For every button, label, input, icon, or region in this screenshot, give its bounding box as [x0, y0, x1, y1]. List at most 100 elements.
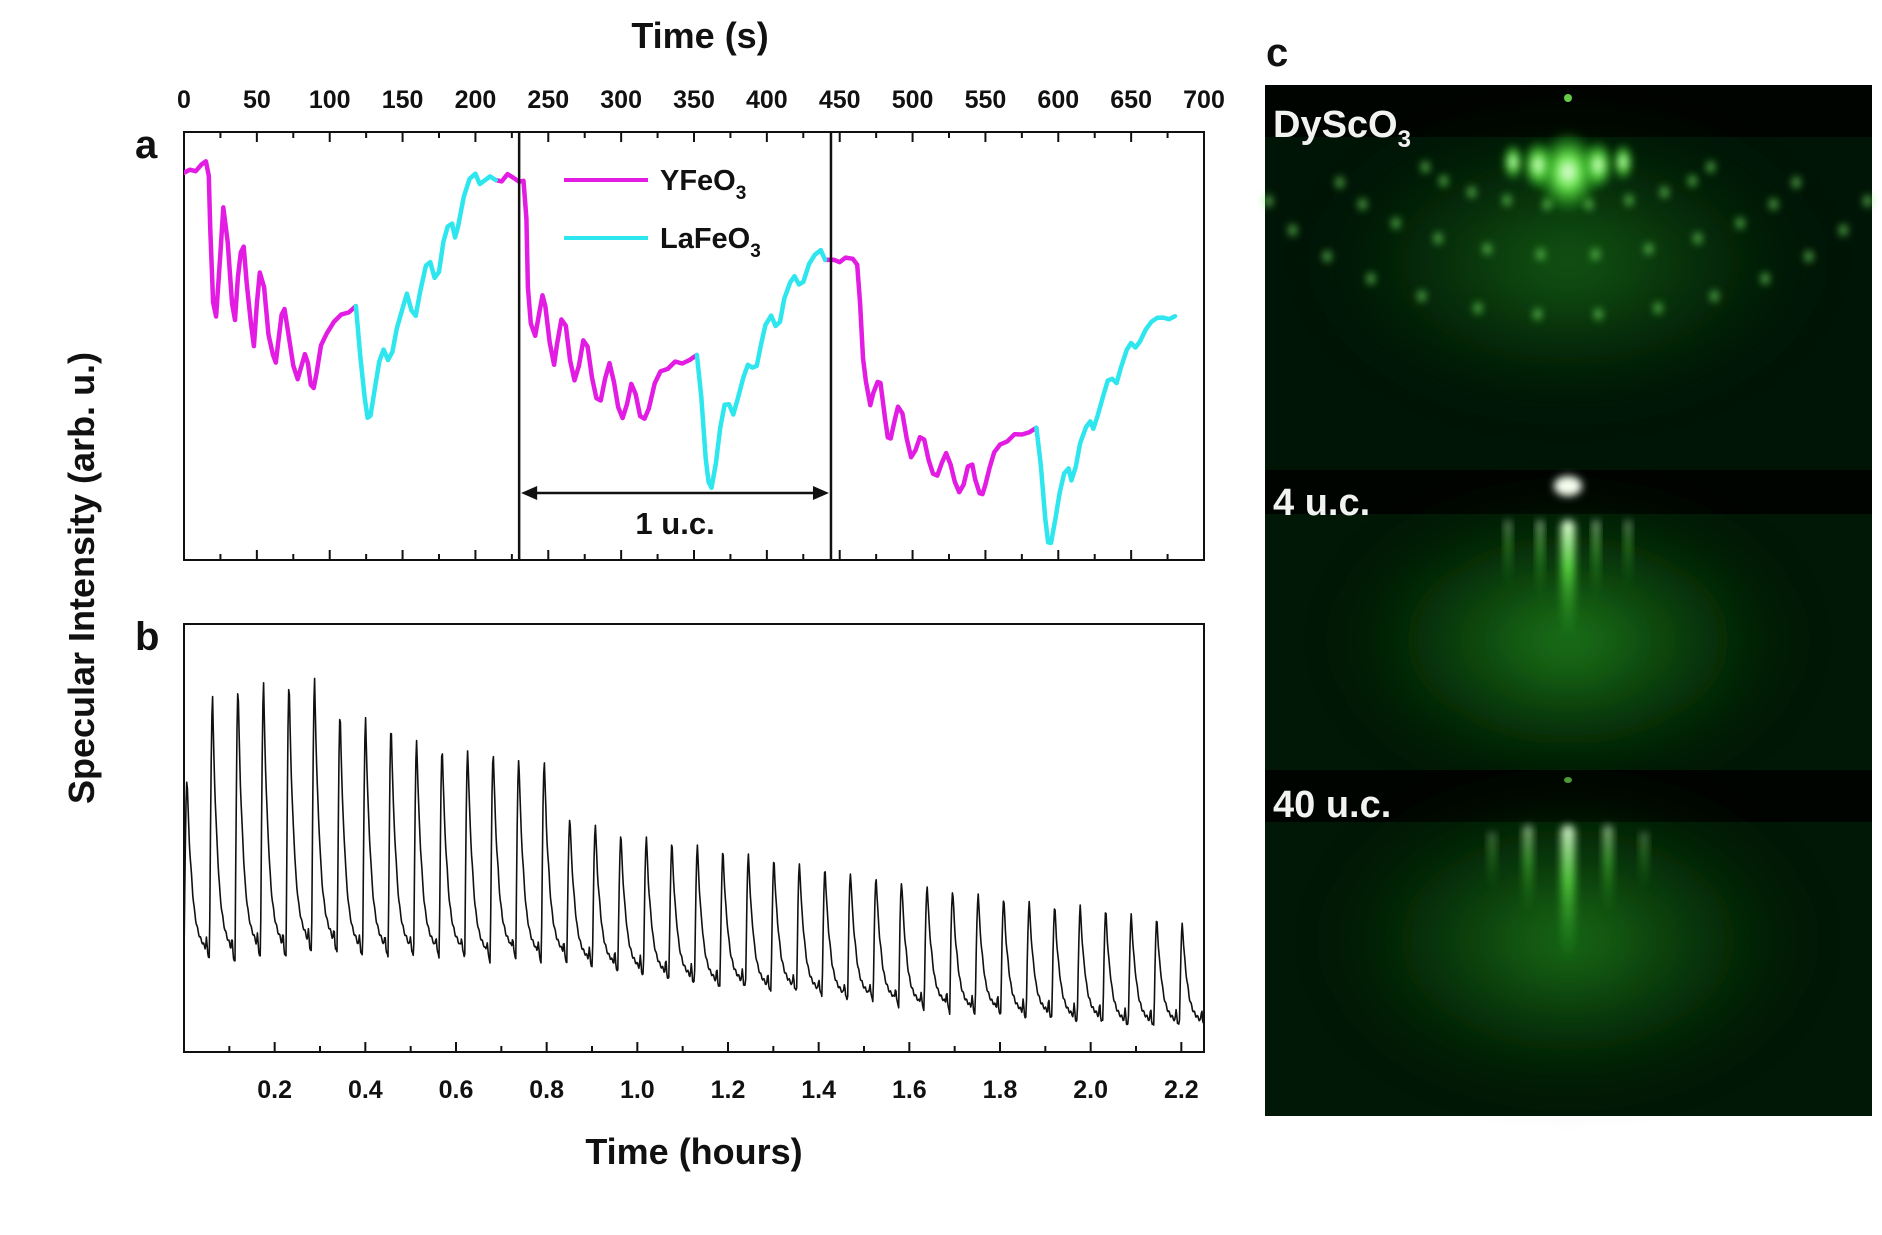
arrow-left-head	[521, 486, 538, 500]
panel-b-trace	[184, 677, 1204, 1026]
diffraction-spot	[1652, 300, 1665, 317]
series-line-lafeo3	[353, 171, 499, 421]
diffraction-streak	[1523, 825, 1533, 915]
legend-label-yfeo3: YFeO3	[660, 165, 746, 204]
diffraction-streak	[1561, 520, 1575, 640]
diffraction-spot	[1686, 172, 1699, 189]
diffraction-spot	[1704, 159, 1717, 175]
diffraction-spot	[1389, 215, 1402, 232]
diffraction-spot	[1767, 196, 1780, 213]
diffraction-spot	[1589, 246, 1602, 263]
panel-b-x-axis-title: Time (hours)	[585, 1131, 802, 1172]
series-line-lafeo3	[1034, 313, 1178, 546]
x-tick-label: 100	[309, 86, 351, 114]
panel-b-tick-labels: 0.2 0.4 0.6 0.8 1.0 1.2 1.4 1.6 1.8 2.0 2.2	[257, 1076, 1198, 1104]
rheed-diffraction-streaks	[1504, 476, 1632, 640]
x-tick-label: 1.0	[620, 1076, 655, 1104]
x-tick-label: 0.6	[439, 1076, 474, 1104]
diffraction-streak	[1640, 832, 1648, 892]
diffraction-spot	[1612, 142, 1634, 182]
rheed-image-dyscoo3: DyScO3	[1262, 85, 1874, 470]
diffraction-spot	[1759, 270, 1772, 287]
series-line-yfeo3	[493, 171, 700, 421]
diffraction-spot	[1415, 288, 1428, 305]
diffraction-spot	[1734, 215, 1747, 232]
x-tick-label: 0.4	[348, 1076, 383, 1104]
diffraction-streak	[1603, 825, 1613, 915]
x-tick-label: 650	[1110, 86, 1152, 114]
diffraction-spot	[1837, 222, 1850, 239]
diffraction-spot	[1581, 139, 1615, 191]
diffraction-spot	[1364, 270, 1377, 287]
diffraction-spot	[1691, 230, 1704, 247]
diffraction-spot	[1471, 300, 1484, 317]
diffraction-spot	[1432, 230, 1445, 247]
diffraction-spot	[1521, 139, 1555, 191]
panel-b-plot-frame	[183, 623, 1205, 1053]
x-tick-label: 50	[243, 86, 271, 114]
x-tick-label: 2.0	[1073, 1076, 1108, 1104]
diffraction-spot	[1564, 777, 1572, 783]
x-tick-label: 250	[527, 86, 569, 114]
x-tick-label: 1.6	[892, 1076, 927, 1104]
rheed-diffraction-spots	[1262, 94, 1874, 323]
diffraction-spot	[1262, 193, 1275, 209]
diffraction-streak	[1488, 832, 1496, 892]
unit-cell-label: 1 u.c.	[635, 506, 714, 541]
diffraction-spot	[1564, 94, 1572, 102]
diffraction-spot	[1802, 248, 1815, 265]
legend-label-lafeo3: LaFeO3	[660, 223, 761, 262]
diffraction-spot	[1437, 172, 1450, 189]
diffraction-spot	[1419, 159, 1432, 175]
x-tick-label: 0.2	[257, 1076, 292, 1104]
rheed-label-dyscoo3: DyScO3	[1273, 104, 1411, 153]
rheed-label-40uc: 40 u.c.	[1273, 784, 1391, 826]
diffraction-spot	[1861, 193, 1874, 209]
panel-c: c DyScO3 4 u.c. 40 u.c.	[1262, 31, 1874, 1116]
arrow-right-head	[812, 486, 829, 500]
series-line-yfeo3	[822, 255, 1039, 497]
panel-a-x-axis-title: Time (s)	[631, 15, 768, 56]
rheed-image-4uc: 4 u.c.	[1265, 470, 1872, 790]
diffraction-streak	[1561, 825, 1575, 965]
x-tick-label: 700	[1183, 86, 1225, 114]
diffraction-streak	[1592, 520, 1600, 600]
specular-spot	[1554, 476, 1582, 496]
x-tick-label: 450	[819, 86, 861, 114]
x-tick-label: 500	[892, 86, 934, 114]
x-tick-label: 350	[673, 86, 715, 114]
panel-b-ticks	[228, 1042, 1183, 1052]
diffraction-spot	[1481, 240, 1494, 257]
panel-a-series	[184, 159, 1178, 546]
panel-a-unit-cell-markers	[517, 132, 833, 560]
diffraction-spot	[1790, 174, 1803, 191]
x-tick-label: 0	[177, 86, 191, 114]
diffraction-spot	[1535, 130, 1601, 214]
rheed-label-4uc: 4 u.c.	[1273, 482, 1370, 524]
x-tick-label: 400	[746, 86, 788, 114]
legend: YFeO3 LaFeO3	[564, 165, 761, 262]
rheed-image-40uc: 40 u.c.	[1265, 770, 1872, 1116]
x-tick-label: 200	[455, 86, 497, 114]
x-tick-label: 600	[1037, 86, 1079, 114]
diffraction-streak	[1536, 520, 1544, 600]
diffraction-spot	[1286, 222, 1299, 239]
diffraction-spot	[1541, 196, 1554, 213]
diffraction-spot	[1531, 306, 1544, 323]
diffraction-spot	[1658, 184, 1671, 201]
panel-a: a Time (s) 0 50 100 150 200 250 300 350 400 450 50…	[135, 15, 1225, 561]
x-tick-label: 150	[382, 86, 424, 114]
diffraction-spot	[1501, 192, 1513, 209]
diffraction-spot	[1534, 246, 1547, 263]
x-tick-label: 550	[965, 86, 1007, 114]
x-tick-label: 1.8	[983, 1076, 1018, 1104]
diffraction-spot	[1321, 248, 1334, 265]
diffraction-spot	[1708, 288, 1721, 305]
panel-a-letter: a	[135, 123, 158, 167]
y-axis-title: Specular Intensity (arb. u.)	[61, 352, 102, 804]
diffraction-spot	[1582, 196, 1595, 213]
x-tick-label: 1.4	[801, 1076, 836, 1104]
rheed-diffraction-streaks	[1488, 777, 1648, 965]
panel-b: b Time (hours) 0.2 0.4 0.6 0.8 1.0 1.2 1.4 1.6 1…	[135, 615, 1205, 1172]
